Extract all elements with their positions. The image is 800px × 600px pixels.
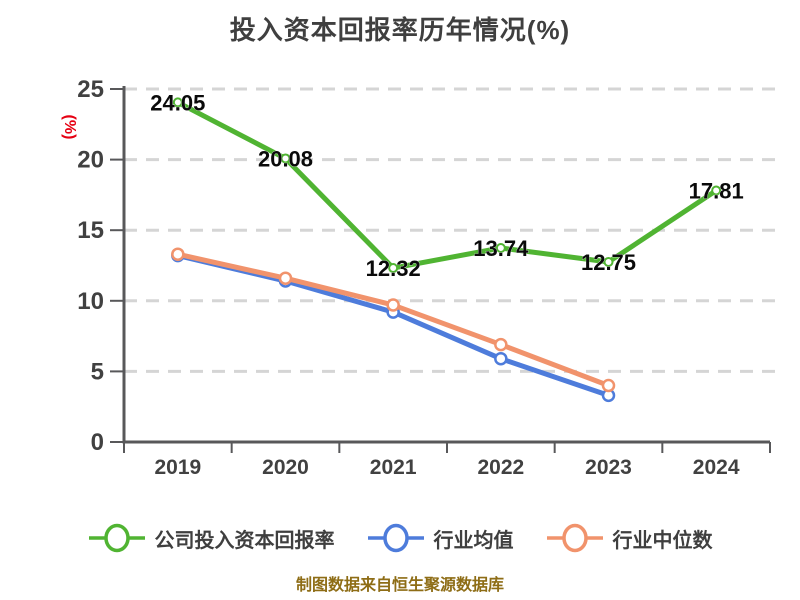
data-point-marker — [603, 256, 614, 267]
data-point-marker — [171, 247, 185, 261]
data-point-marker — [495, 242, 506, 253]
legend-marker-icon — [367, 523, 424, 553]
x-axis-label: 2023 — [585, 456, 632, 479]
chart-legend: 公司投入资本回报率 行业均值 行业中位数 — [0, 518, 800, 558]
data-point-label: 24.05 — [150, 90, 205, 115]
legend-marker-icon — [88, 523, 145, 553]
x-axis-label: 2024 — [693, 456, 740, 479]
y-axis-tick-label: 5 — [91, 358, 104, 385]
y-axis-tick-label: 10 — [77, 288, 104, 315]
series-line-0 — [175, 99, 719, 271]
data-point-marker — [386, 298, 400, 312]
x-axis-label: 2021 — [370, 456, 417, 479]
chart-canvas: 0 5 10 15 20 25 2019 2020 2021 2022 2023 2024 (%) 24.… — [61, 76, 782, 479]
y-axis-tick-label: 25 — [77, 76, 104, 103]
data-point-label: 20.08 — [258, 146, 313, 171]
x-axis-label: 2019 — [154, 456, 201, 479]
data-point-label: 17.81 — [689, 179, 744, 204]
data-point-marker — [601, 378, 616, 393]
data-point-marker — [172, 97, 183, 108]
chart-title: 投入资本回报率历年情况(%) — [229, 15, 571, 45]
legend-label: 公司投入资本回报率 — [154, 529, 335, 552]
data-point-marker — [494, 337, 508, 352]
legend-marker-icon — [546, 523, 603, 553]
legend-item-1[interactable]: 行业均值 — [367, 522, 514, 554]
legend-item-0[interactable]: 公司投入资本回报率 — [88, 522, 335, 554]
data-point-marker — [711, 185, 722, 196]
data-point-marker — [278, 271, 293, 285]
legend-item-2[interactable]: 行业中位数 — [546, 522, 713, 554]
y-axis-unit-label: (%) — [61, 115, 78, 140]
legend-label: 行业中位数 — [612, 529, 713, 552]
data-point-label: 13.74 — [473, 236, 529, 261]
x-axis-label: 2022 — [477, 456, 524, 479]
data-point-label: 12.32 — [366, 256, 421, 281]
data-point-marker — [280, 153, 291, 164]
data-point-marker — [388, 263, 399, 274]
data-point-marker — [494, 351, 508, 366]
data-point-label: 12.75 — [581, 250, 636, 275]
y-axis-tick-label: 20 — [77, 147, 104, 174]
y-axis-tick-label: 15 — [77, 217, 104, 244]
data-source-note: 制图数据来自恒生聚源数据库 — [295, 577, 504, 594]
y-axis-tick-label: 0 — [91, 429, 104, 456]
legend-label: 行业均值 — [433, 529, 514, 552]
x-axis-label: 2020 — [262, 456, 309, 479]
